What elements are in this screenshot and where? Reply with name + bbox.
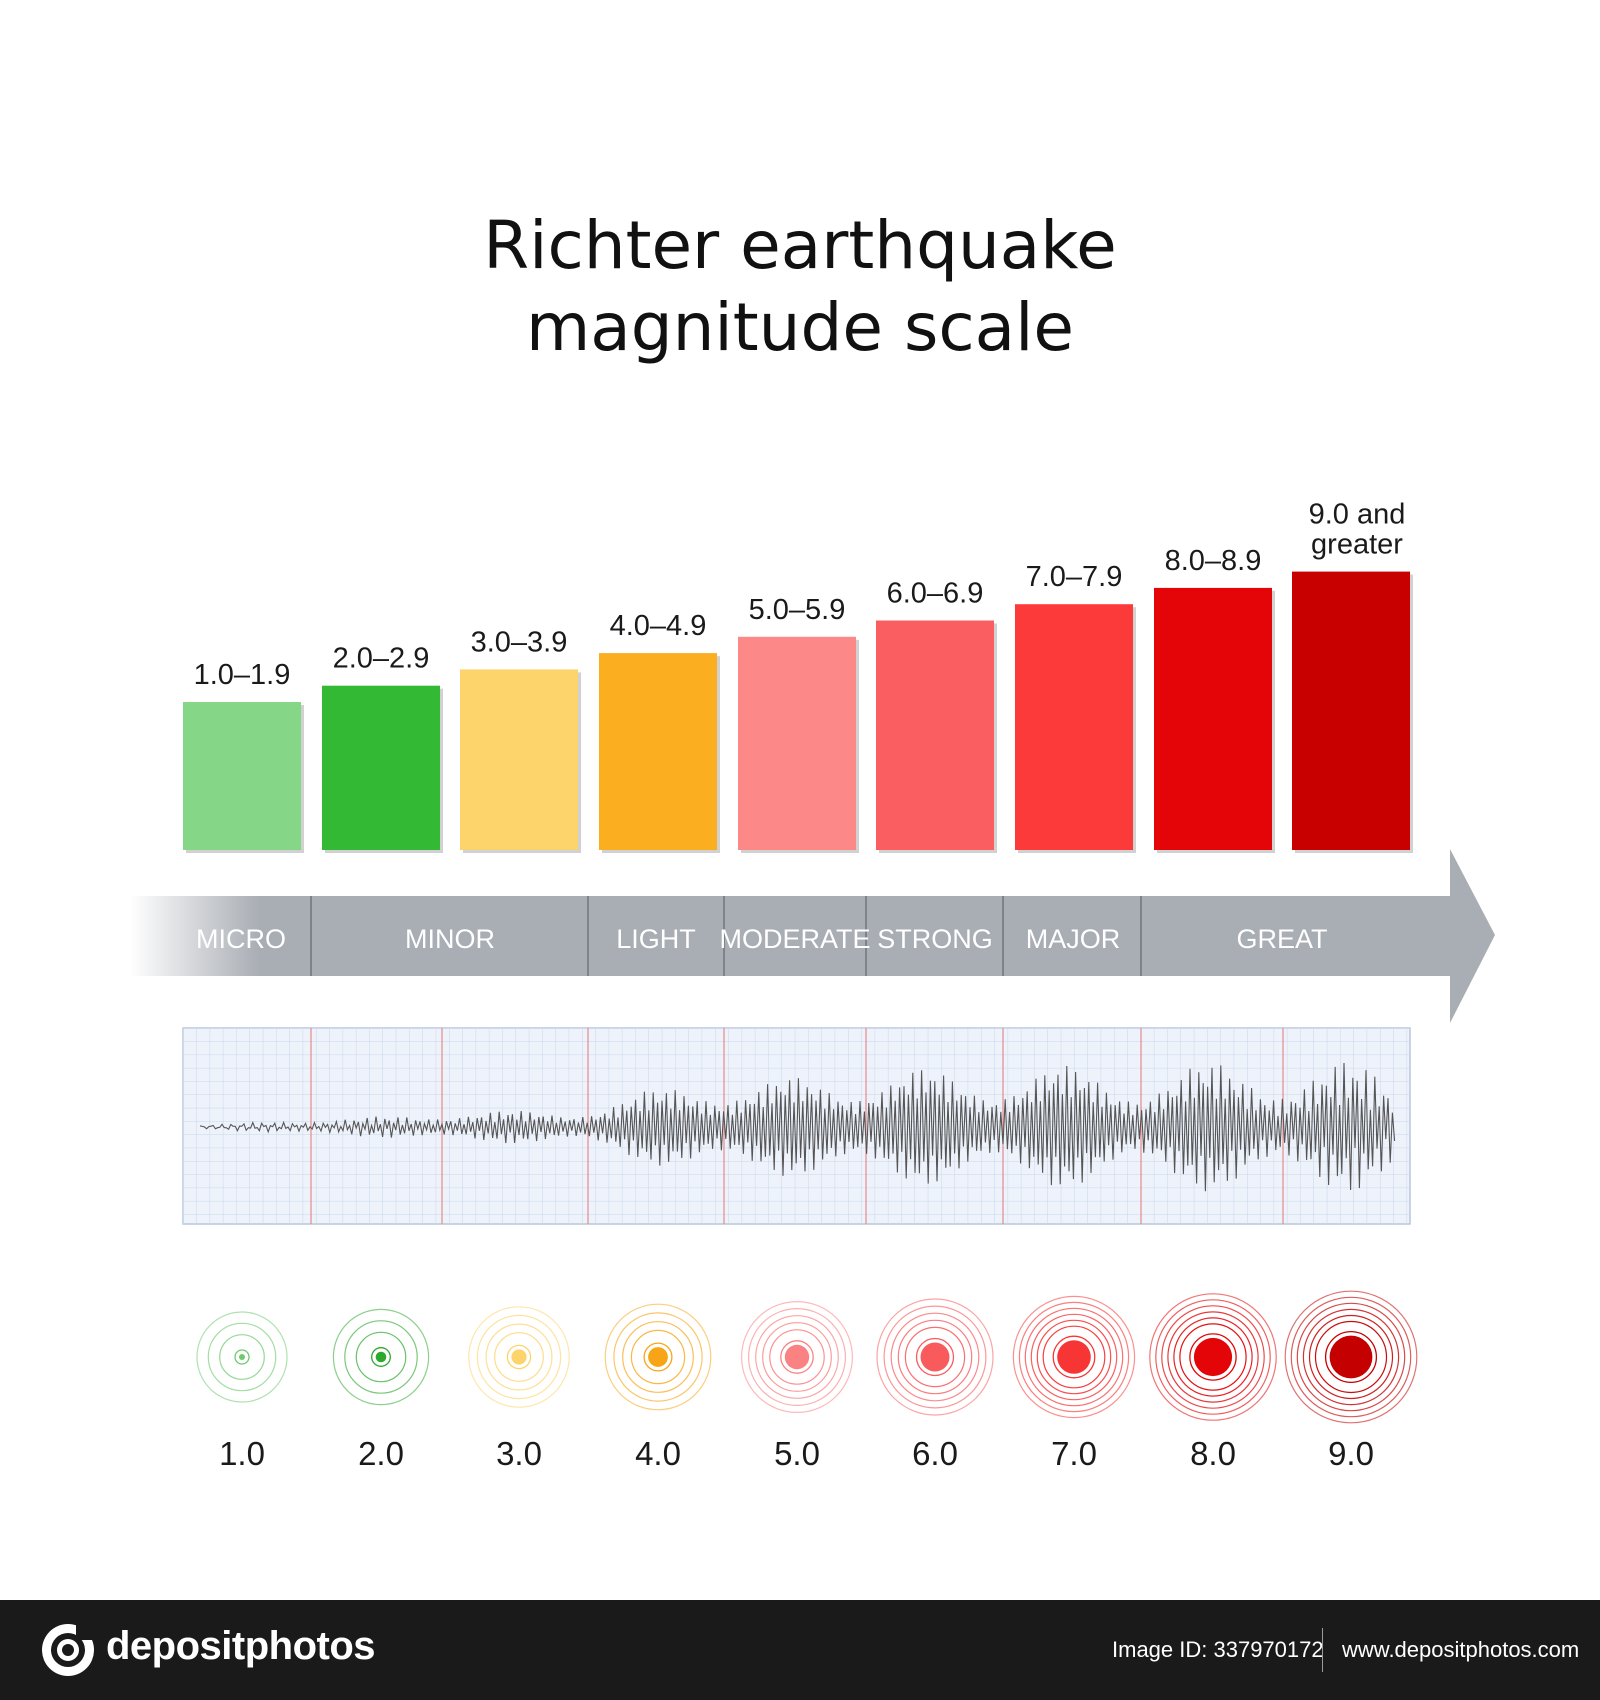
- magnitude-rings-icon-7: [1012, 1295, 1136, 1419]
- magnitude-bar-4: [599, 653, 717, 850]
- category-label-minor: MINOR: [405, 924, 495, 954]
- bar-range-label-9: 9.0 and greater: [1309, 499, 1406, 561]
- magnitude-rings-icon-4: [604, 1303, 712, 1411]
- depositphotos-logo-icon: [42, 1624, 94, 1676]
- magnitude-bar-5: [738, 636, 856, 850]
- magnitude-rings-icon-3: [468, 1306, 570, 1408]
- bar-range-label-6: 6.0–6.9: [887, 578, 984, 610]
- diagram-title: Richter earthquake magnitude scale: [0, 205, 1600, 369]
- scale-diagram: 1.0–1.9 2.0–2.9 3.0–3.9 4.0–4.9 5.0–5.9 6.0–6…: [130, 499, 1495, 1472]
- magnitude-label-4: 4.0: [635, 1435, 681, 1472]
- footer-site-url: www.depositphotos.com: [1342, 1637, 1580, 1662]
- magnitude-rings-icon-9: [1284, 1290, 1418, 1424]
- footer-logo-text: depositphotos: [106, 1624, 376, 1668]
- magnitude-rings-icon-1: [196, 1311, 288, 1403]
- bar-range-label-8: 8.0–8.9: [1165, 545, 1262, 577]
- title-line-1: Richter earthquake: [483, 207, 1117, 284]
- bar-range-label-7: 7.0–7.9: [1026, 561, 1123, 593]
- magnitude-rings-icon-2: [332, 1308, 430, 1406]
- bar-range-label-1: 1.0–1.9: [194, 659, 291, 691]
- magnitude-label-6: 6.0: [912, 1435, 958, 1472]
- magnitude-rings-icon-5: [740, 1300, 853, 1413]
- category-label-major: MAJOR: [1026, 924, 1121, 954]
- magnitude-bar-2: [322, 685, 440, 850]
- magnitude-rings-icon-8: [1149, 1293, 1277, 1421]
- magnitude-bar-9: [1292, 571, 1410, 850]
- footer-image-id: Image ID: 337970172: [1112, 1637, 1324, 1662]
- category-label-great: GREAT: [1236, 924, 1327, 954]
- magnitude-bar-3: [460, 669, 578, 850]
- magnitude-label-7: 7.0: [1051, 1435, 1097, 1472]
- category-label-micro: MICRO: [196, 924, 286, 954]
- magnitude-label-9: 9.0: [1328, 1435, 1374, 1472]
- bar-range-label-4: 4.0–4.9: [610, 610, 707, 642]
- category-label-moderate: MODERATE: [719, 924, 870, 954]
- bar-range-label-3: 3.0–3.9: [471, 626, 568, 658]
- category-label-strong: STRONG: [877, 924, 993, 954]
- magnitude-label-3: 3.0: [496, 1435, 542, 1472]
- footer-bar: depositphotos Image ID: 337970172 www.de…: [0, 1600, 1600, 1700]
- footer-divider: [1322, 1628, 1323, 1672]
- seismogram-trace: [199, 1062, 1396, 1192]
- magnitude-bar-8: [1154, 587, 1272, 850]
- magnitude-bar-6: [876, 620, 994, 850]
- magnitude-bar-1: [183, 702, 301, 850]
- magnitude-label-2: 2.0: [358, 1435, 404, 1472]
- category-label-light: LIGHT: [616, 924, 696, 954]
- magnitude-label-5: 5.0: [774, 1435, 820, 1472]
- title-line-2: magnitude scale: [525, 289, 1075, 366]
- magnitude-label-1: 1.0: [219, 1435, 265, 1472]
- bar-range-label-5: 5.0–5.9: [749, 594, 846, 626]
- bar-range-label-2: 2.0–2.9: [333, 643, 430, 675]
- magnitude-rings-icon-6: [876, 1298, 994, 1416]
- magnitude-label-8: 8.0: [1190, 1435, 1236, 1472]
- category-arrow: [130, 849, 1495, 1023]
- magnitude-bar-7: [1015, 604, 1133, 850]
